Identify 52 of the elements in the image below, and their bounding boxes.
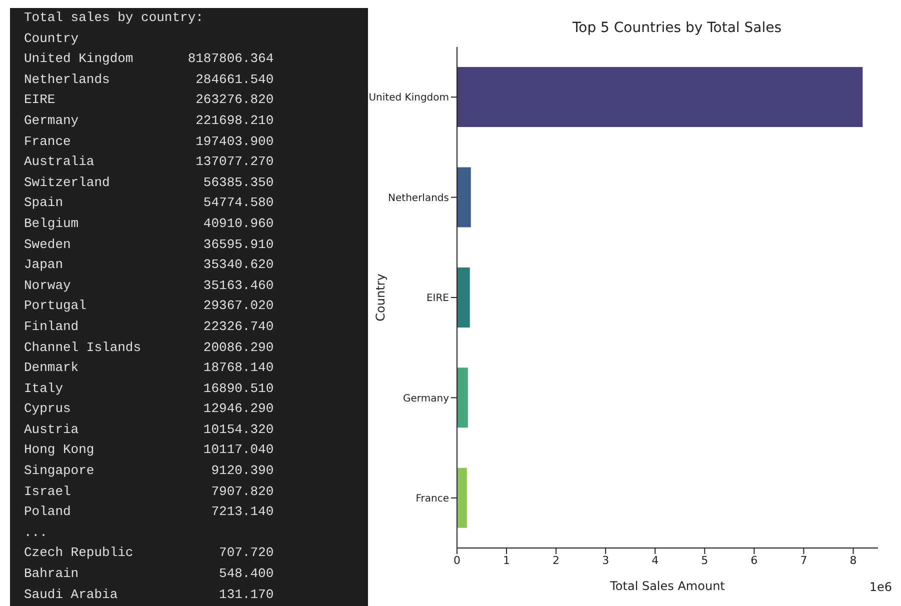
text: Channel Islands 20086.290 [24, 338, 275, 356]
text: ... [24, 524, 48, 542]
text: Country [24, 30, 80, 48]
text: United Kingdom 8187806.364 [24, 50, 275, 68]
text: Portugal 29367.020 [24, 297, 275, 316]
chart-title: Top 5 Countries by Total Sales [571, 20, 783, 36]
text: Norway 35163.460 [24, 276, 275, 295]
text: Cyprus 12946.290 [24, 400, 275, 418]
x-tick-label: 7 [800, 554, 808, 567]
y-tick-label: Netherlands [388, 192, 449, 204]
text: Denmark 18768.140 [24, 359, 275, 378]
text: Total sales by country: [24, 9, 204, 27]
y-tick-label: United Kingdom [368, 92, 449, 104]
y-tick-label: EIRE [426, 293, 449, 304]
text: Italy 16890.510 [24, 380, 275, 398]
text: Hong Kong 10117.040 [24, 441, 275, 460]
text: Bahrain 548.400 [24, 565, 275, 584]
x-tick-label: 6 [750, 554, 758, 567]
x-tick-label: 3 [602, 554, 610, 567]
bar [457, 167, 471, 228]
bar [457, 267, 470, 328]
text: Israel 7907.820 [24, 482, 275, 501]
x-axis-title: Total Sales Amount [609, 579, 726, 593]
bar [457, 468, 467, 528]
x-tick-label: 4 [652, 554, 659, 567]
text: Sweden 36595.910 [24, 236, 275, 254]
x-tick-label: 2 [552, 554, 560, 567]
text: Saudi Arabia 131.170 [24, 586, 275, 604]
text: Singapore 9120.390 [24, 462, 275, 480]
text: Netherlands 284661.540 [24, 70, 275, 89]
text: Australia 137077.270 [24, 153, 275, 172]
y-tick-label: France [416, 493, 449, 504]
x-tick-label: 1 [503, 554, 510, 567]
x-tick-label: 0 [454, 554, 460, 567]
text: Finland 22326.740 [24, 318, 275, 336]
text: 1e6 [869, 580, 892, 594]
text: Spain 54774.580 [24, 194, 275, 212]
text: Japan 35340.620 [24, 256, 275, 274]
text: EIRE 263276.820 [24, 91, 275, 110]
text: Austria 10154.320 [24, 420, 275, 439]
x-tick-label: 8 [850, 554, 857, 567]
text: Switzerland 56385.350 [24, 174, 275, 192]
bar [457, 368, 468, 428]
text: Germany 221698.210 [24, 112, 275, 130]
x-tick-label: 5 [701, 554, 708, 567]
y-tick-label: Germany [403, 393, 450, 404]
bar [457, 67, 863, 128]
text: Belgium 40910.960 [24, 214, 275, 233]
y-axis-title: Country [373, 274, 388, 322]
text: Poland 7213.140 [24, 503, 275, 522]
text: France 197403.900 [24, 132, 275, 151]
text: Czech Republic 707.720 [24, 544, 275, 562]
